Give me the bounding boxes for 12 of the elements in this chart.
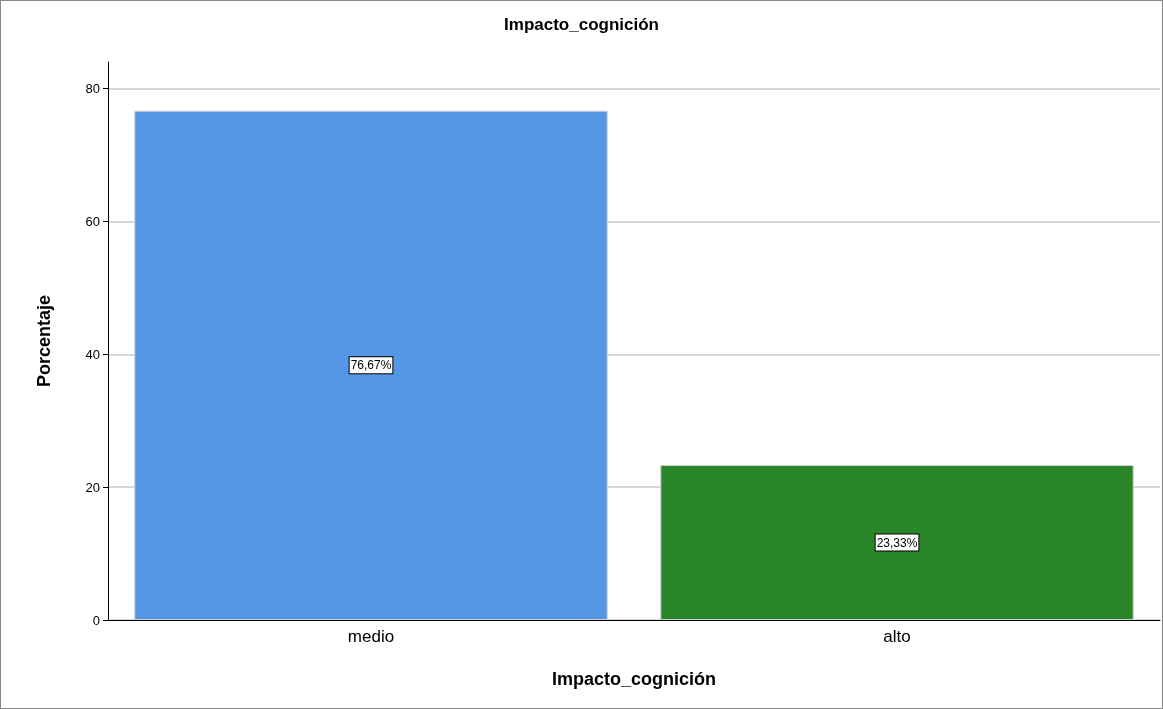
y-tick-label: 0: [92, 612, 100, 628]
y-tick-label: 60: [85, 213, 100, 229]
x-axis-title: Impacto_cognición: [551, 669, 717, 689]
data-label: 76,67%: [350, 358, 392, 373]
x-tick-label: medio: [347, 627, 395, 646]
y-tick-label: 40: [85, 346, 100, 362]
y-tick-label: 80: [85, 81, 100, 97]
chart-title: Impacto_cognición: [504, 15, 659, 34]
data-label: 23,33%: [876, 535, 918, 550]
y-axis-title: Porcentaje: [34, 294, 54, 388]
x-tick-label: alto: [883, 627, 911, 646]
y-tick-label: 20: [85, 479, 100, 495]
